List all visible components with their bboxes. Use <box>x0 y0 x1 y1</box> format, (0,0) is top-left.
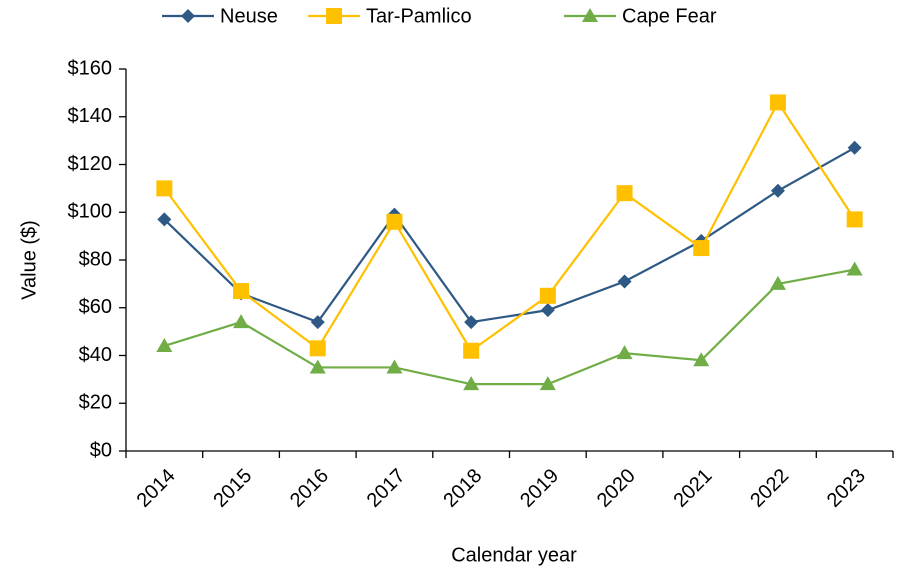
x-tick-label: 2021 <box>669 465 716 512</box>
point <box>386 213 403 230</box>
y-axis-title: Value ($) <box>18 220 40 300</box>
legend-label: Neuse <box>220 5 278 27</box>
point <box>540 303 555 318</box>
point <box>769 275 786 290</box>
point <box>309 359 326 374</box>
y-tick-label: $100 <box>68 201 113 223</box>
point <box>309 340 326 357</box>
legend-marker <box>181 9 195 23</box>
x-tick-label: 2022 <box>746 465 793 512</box>
x-tick-label: 2014 <box>133 465 180 512</box>
x-tick-label: 2020 <box>593 465 640 512</box>
point <box>617 274 632 289</box>
x-tick-label: 2023 <box>823 465 870 512</box>
x-axis-title: Calendar year <box>451 544 577 566</box>
y-tick-label: $120 <box>68 153 113 175</box>
point <box>769 94 786 111</box>
point <box>386 359 403 374</box>
x-tick-label: 2015 <box>209 465 256 512</box>
x-tick-label: 2016 <box>286 465 333 512</box>
point <box>157 212 172 227</box>
point <box>616 345 633 360</box>
y-tick-label: $20 <box>79 392 112 414</box>
point <box>233 314 250 329</box>
point <box>156 180 173 197</box>
legend-label: Tar-Pamlico <box>366 5 472 27</box>
y-tick-label: $140 <box>68 105 113 127</box>
point <box>846 211 863 228</box>
point <box>770 183 785 198</box>
point <box>693 352 710 367</box>
legend-marker <box>326 8 342 24</box>
point <box>616 185 633 202</box>
y-tick-label: $60 <box>79 296 112 318</box>
point <box>539 287 556 304</box>
y-tick-label: $80 <box>79 248 112 270</box>
y-tick-label: $0 <box>90 439 112 461</box>
series-line <box>164 268 855 386</box>
y-tick-label: $40 <box>79 344 112 366</box>
x-tick-label: 2017 <box>363 465 410 512</box>
point <box>310 315 325 330</box>
point <box>847 140 862 155</box>
x-tick-label: 2019 <box>516 465 563 512</box>
y-tick-label: $160 <box>68 57 113 79</box>
point <box>156 337 173 352</box>
point <box>693 240 710 257</box>
series-line <box>163 146 856 324</box>
point <box>464 315 479 330</box>
point <box>463 376 480 391</box>
x-tick-label: 2018 <box>439 465 486 512</box>
point <box>463 342 480 359</box>
point <box>539 376 556 391</box>
legend-marker <box>582 8 598 22</box>
series-line <box>163 100 856 353</box>
point <box>233 283 250 300</box>
legend-label: Cape Fear <box>622 5 717 27</box>
point <box>846 261 863 276</box>
